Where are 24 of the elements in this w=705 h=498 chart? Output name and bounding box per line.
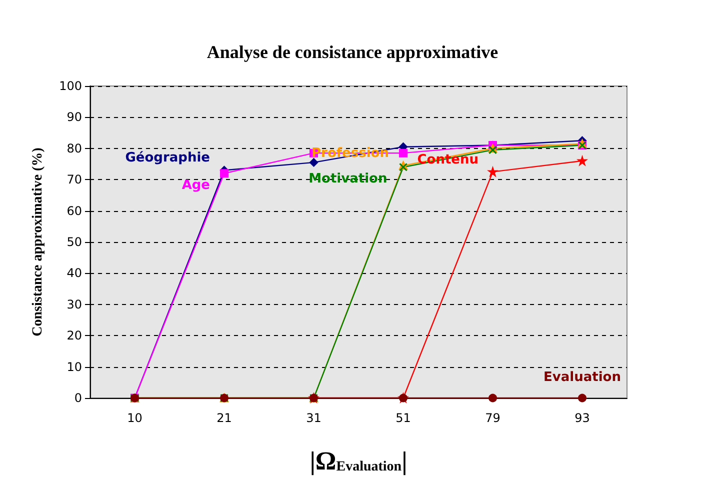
series-label: Age bbox=[182, 178, 210, 193]
y-tick-label: 30 bbox=[66, 297, 82, 312]
y-tick-label: 0 bbox=[74, 391, 82, 405]
x-axis-title: |ΩEvaluation| bbox=[310, 446, 408, 476]
series-label: Géographie bbox=[125, 150, 210, 166]
y-tick-label: 60 bbox=[66, 204, 82, 218]
x-tick-label: 21 bbox=[216, 411, 232, 425]
y-axis-title: Consistance approximative (%) bbox=[30, 147, 46, 336]
series-label: Evaluation bbox=[544, 370, 621, 385]
x-tick-label: 31 bbox=[306, 411, 322, 425]
series-label: Motivation bbox=[308, 172, 388, 187]
y-tick-label: 70 bbox=[66, 172, 82, 187]
x-tick-label: 93 bbox=[574, 411, 590, 425]
chart-title: Analyse de consistance approximative bbox=[206, 42, 498, 62]
y-tick-label: 40 bbox=[66, 266, 82, 280]
x-tick-label: 51 bbox=[396, 411, 411, 425]
y-tick-label: 20 bbox=[66, 328, 82, 343]
x-tick-label: 79 bbox=[485, 411, 500, 425]
x-tick-label: 10 bbox=[127, 411, 142, 425]
y-tick-label: 80 bbox=[66, 141, 82, 156]
y-tick-label: 90 bbox=[66, 110, 82, 124]
y-tick-label: 50 bbox=[66, 235, 82, 249]
y-tick-label: 10 bbox=[66, 360, 82, 374]
y-tick-label: 100 bbox=[59, 79, 82, 93]
